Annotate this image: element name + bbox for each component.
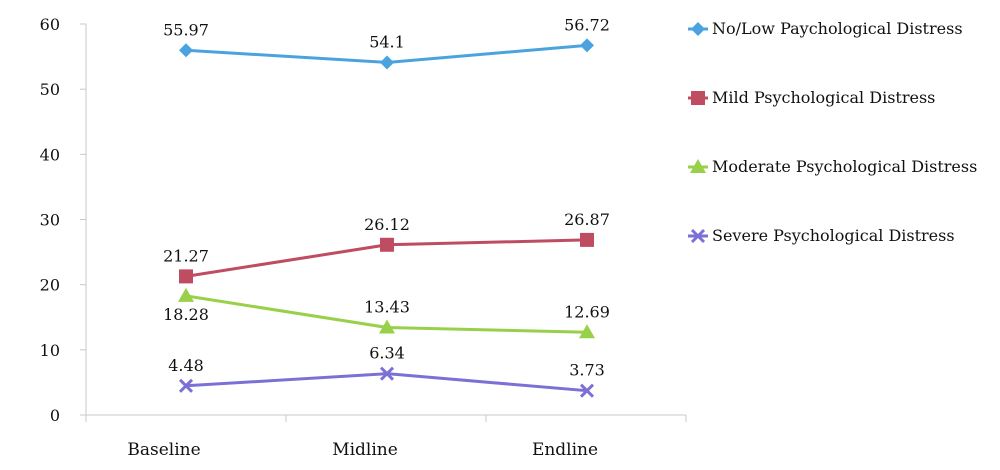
legend-label: Mild Psychological Distress bbox=[712, 88, 935, 107]
y-tick-label: 10 bbox=[40, 341, 60, 360]
series-marker-x bbox=[379, 366, 395, 381]
legend-label: No/Low Paychological Distress bbox=[712, 19, 963, 38]
data-label: 6.34 bbox=[369, 344, 405, 363]
series-marker-square bbox=[691, 91, 705, 105]
series-marker-diamond bbox=[580, 38, 594, 53]
chart-legend: No/Low Paychological Distress Mild Psycho… bbox=[688, 19, 977, 245]
data-label: 4.48 bbox=[168, 356, 204, 375]
x-axis-categories: Baseline Midline Endline bbox=[127, 440, 598, 460]
data-label: 18.28 bbox=[163, 305, 209, 324]
series-markers bbox=[178, 38, 595, 398]
data-label: 26.12 bbox=[364, 215, 410, 234]
y-tick-label: 50 bbox=[40, 80, 60, 99]
data-label: 3.73 bbox=[569, 361, 605, 380]
x-category-label: Baseline bbox=[127, 440, 200, 460]
series-marker-diamond bbox=[380, 55, 394, 70]
series-marker-square bbox=[179, 269, 193, 284]
data-labels: 55.97 54.1 56.72 21.27 26.12 26.87 18.28 13.43 1… bbox=[163, 15, 610, 379]
data-label: 55.97 bbox=[163, 20, 209, 39]
legend-label: Moderate Psychological Distress bbox=[712, 157, 977, 176]
series-marker-triangle bbox=[690, 159, 706, 173]
y-tick-label: 0 bbox=[50, 406, 60, 425]
legend-item: No/Low Paychological Distress bbox=[688, 19, 963, 38]
series-marker-square bbox=[380, 237, 394, 252]
y-axis-ticks: 0 10 20 30 40 50 60 bbox=[40, 15, 86, 425]
legend-label: Severe Psychological Distress bbox=[712, 226, 955, 245]
series-marker-triangle bbox=[379, 319, 395, 334]
data-label: 56.72 bbox=[564, 15, 610, 34]
y-tick-label: 40 bbox=[40, 145, 60, 164]
series-marker-square bbox=[580, 232, 594, 247]
series-marker-x bbox=[690, 228, 706, 244]
data-label: 26.87 bbox=[564, 210, 610, 229]
legend-item: Mild Psychological Distress bbox=[688, 88, 935, 107]
series-marker-diamond bbox=[179, 43, 193, 58]
data-label: 13.43 bbox=[364, 297, 410, 316]
x-category-label: Endline bbox=[532, 440, 598, 460]
y-tick-label: 30 bbox=[40, 211, 60, 230]
series-marker-x bbox=[178, 378, 194, 393]
y-tick-label: 60 bbox=[40, 15, 60, 34]
series-marker-diamond bbox=[691, 22, 705, 36]
series-marker-triangle bbox=[178, 287, 194, 302]
data-label: 54.1 bbox=[369, 32, 405, 51]
legend-item: Moderate Psychological Distress bbox=[688, 157, 977, 176]
series-marker-triangle bbox=[579, 324, 595, 339]
x-category-label: Midline bbox=[332, 440, 398, 460]
data-label: 12.69 bbox=[564, 302, 610, 321]
data-label: 21.27 bbox=[163, 246, 209, 265]
y-tick-label: 20 bbox=[40, 276, 60, 295]
legend-item: Severe Psychological Distress bbox=[688, 226, 955, 245]
series-marker-x bbox=[579, 383, 595, 398]
